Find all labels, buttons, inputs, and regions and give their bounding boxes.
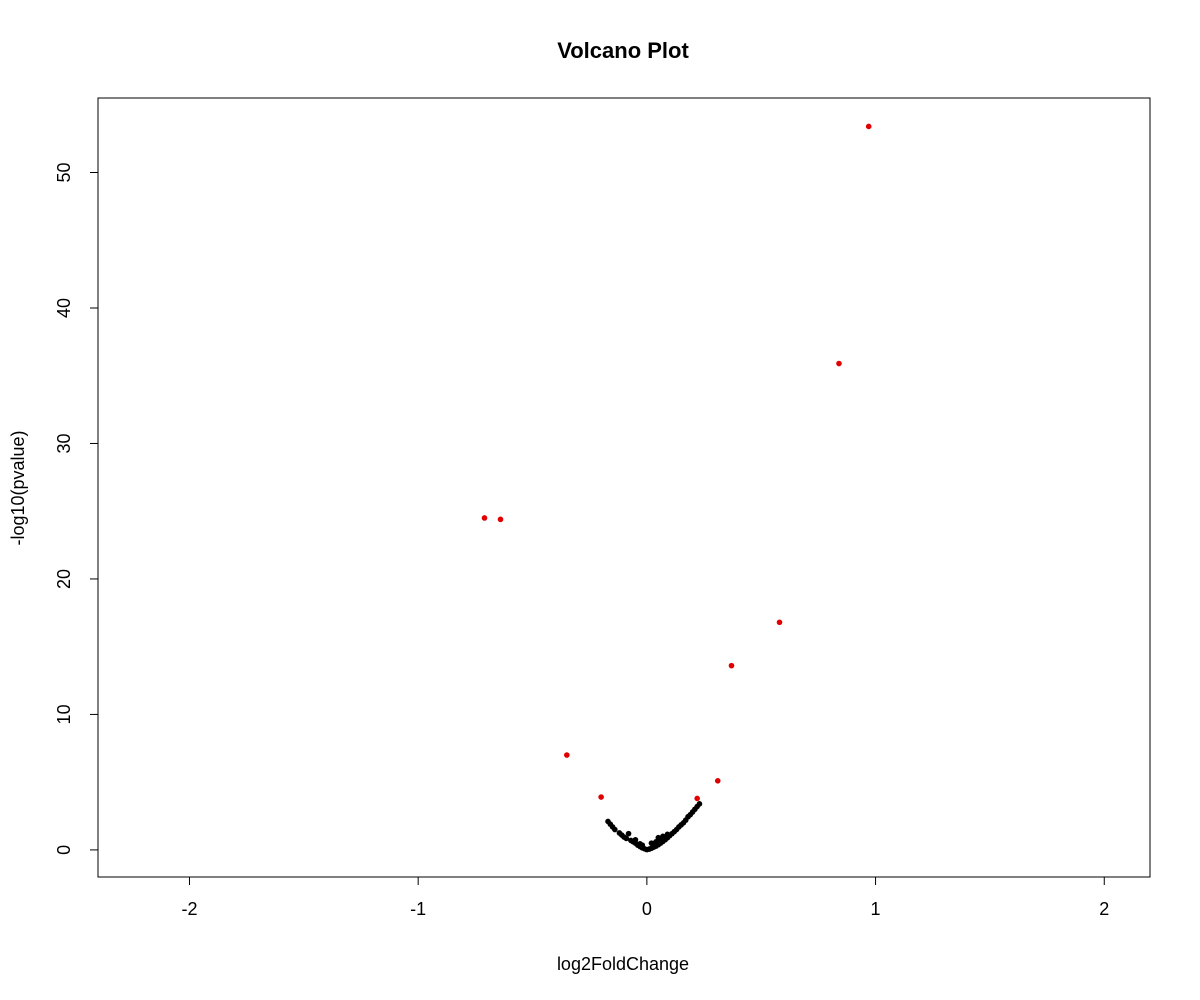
data-point	[664, 831, 671, 838]
x-axis: -2 -1 0 1 2	[181, 877, 1109, 919]
chart-title: Volcano Plot	[557, 38, 689, 63]
x-tick-label: -2	[181, 899, 197, 919]
data-point	[696, 801, 703, 807]
data-point	[481, 515, 488, 521]
data-point	[776, 619, 783, 626]
data-point	[639, 842, 646, 848]
y-axis: 0 10 20 30 40 50	[54, 162, 98, 855]
data-point	[657, 836, 664, 843]
data-point	[865, 123, 872, 130]
data-point	[625, 830, 632, 837]
y-tick-label: 10	[54, 704, 74, 724]
data-point	[694, 795, 700, 802]
plot-frame	[97, 97, 1151, 878]
data-point	[632, 836, 639, 843]
y-tick-label: 20	[54, 569, 74, 589]
data-point	[714, 778, 721, 784]
x-tick-label: 0	[642, 899, 652, 919]
x-axis-label: log2FoldChange	[557, 954, 689, 974]
data-point	[728, 662, 735, 669]
x-tick-label: -1	[410, 899, 426, 919]
data-point	[653, 838, 659, 845]
x-tick-label: 2	[1099, 899, 1109, 919]
data-points	[481, 123, 872, 853]
y-tick-label: 40	[54, 298, 74, 318]
data-point	[564, 752, 570, 758]
y-tick-label: 50	[54, 162, 74, 182]
data-point	[623, 835, 630, 842]
data-point	[612, 826, 618, 833]
y-tick-label: 30	[54, 433, 74, 453]
y-axis-label: -log10(pvalue)	[8, 430, 28, 545]
x-tick-label: 1	[871, 899, 881, 919]
data-point	[497, 516, 504, 523]
data-point	[836, 360, 842, 367]
y-tick-label: 0	[54, 845, 74, 855]
data-point	[598, 794, 604, 800]
